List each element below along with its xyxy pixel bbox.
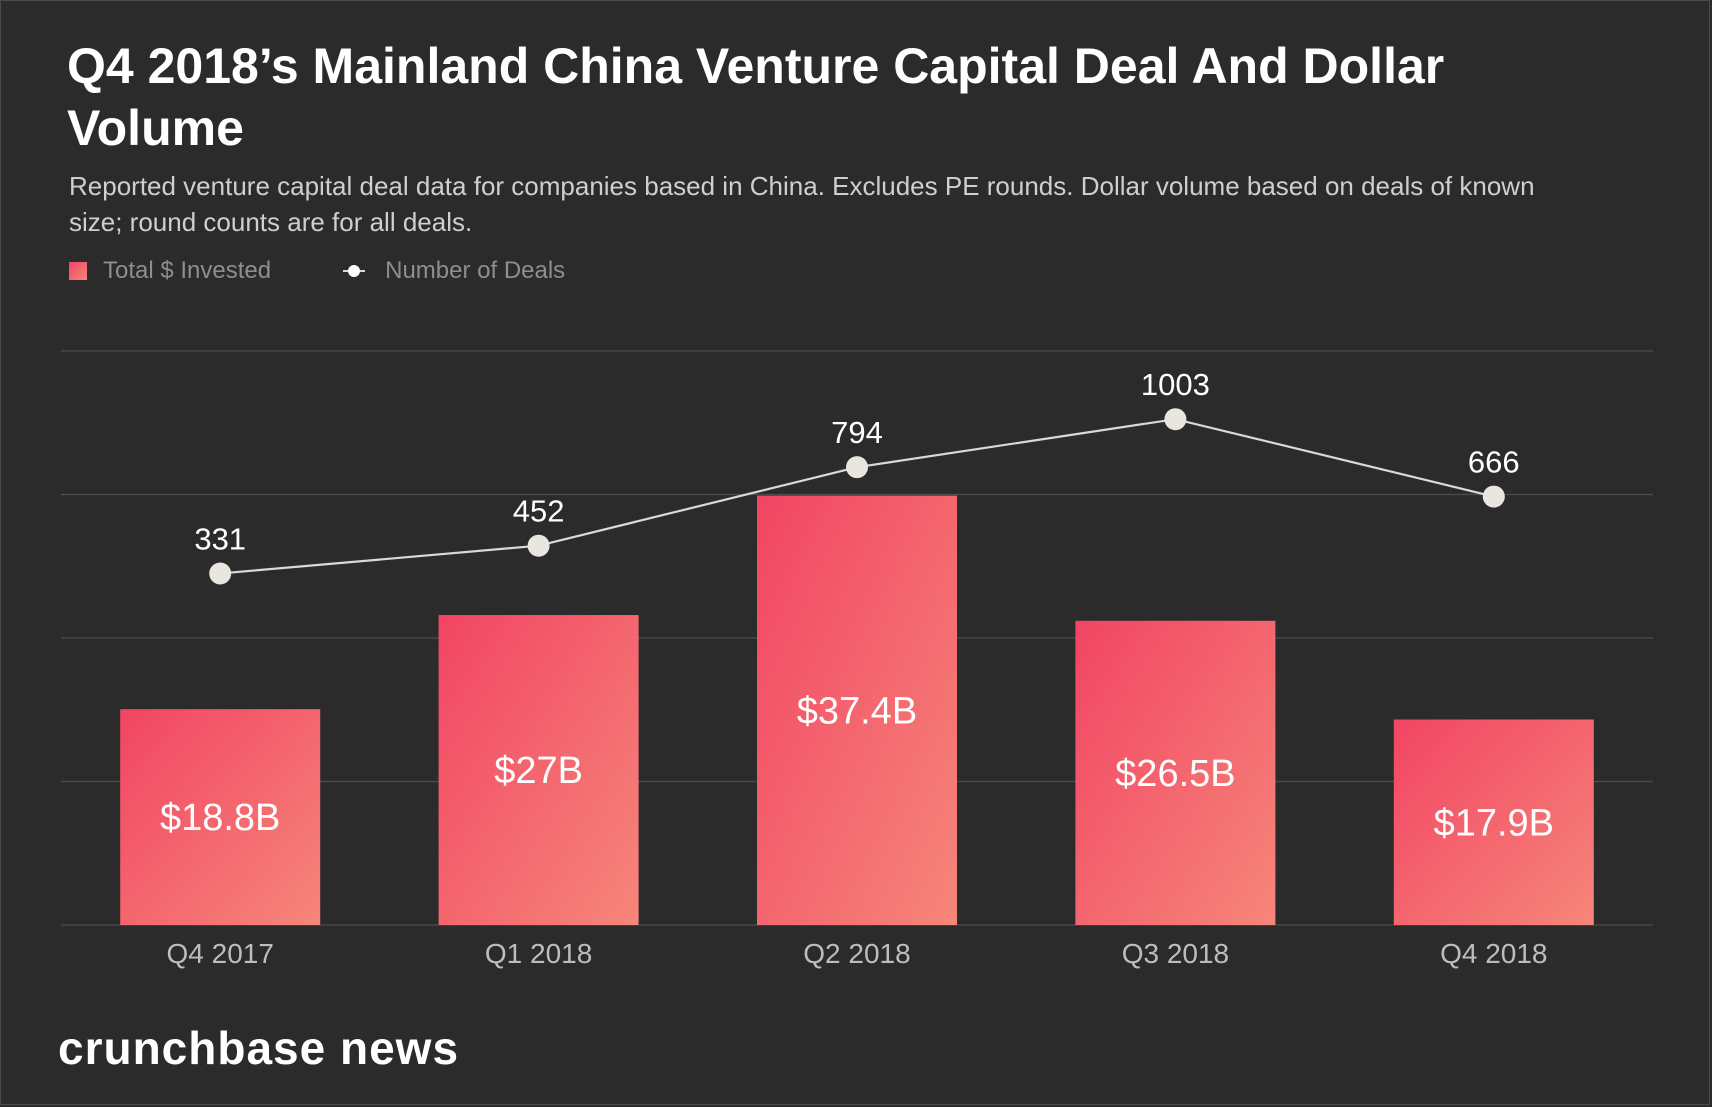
brand-logo: crunchbase news	[58, 1022, 460, 1074]
legend: Total $ Invested Number of Deals	[69, 257, 637, 285]
bar-value-label: $26.5B	[1115, 753, 1235, 795]
x-tick-label: Q3 2018	[1122, 938, 1229, 969]
bar-value-label: $17.9B	[1434, 802, 1554, 844]
bar-value-label: $37.4B	[797, 690, 917, 732]
deals-marker	[1164, 408, 1187, 431]
deals-value-label: 452	[513, 494, 565, 529]
bar-q4-2018	[1393, 719, 1594, 925]
deals-marker	[527, 534, 550, 557]
x-tick-label: Q4 2017	[166, 938, 273, 969]
x-tick-label: Q4 2018	[1440, 938, 1547, 969]
legend-line-marker	[343, 265, 366, 277]
chart-title: Q4 2018’s Mainland China Venture Capital…	[67, 38, 1445, 156]
deals-marker	[1482, 485, 1505, 508]
combo-chart: $18.8B $27B $37.4B $26.5B $17.9B 331 452 794 100…	[61, 350, 1653, 969]
deals-value-label: 666	[1468, 445, 1520, 480]
deals-value-label: 331	[194, 521, 246, 556]
bar-q4-2017	[120, 709, 321, 925]
legend-label-total-invested: Total $ Invested	[103, 257, 272, 284]
deals-value-label: 1003	[1141, 367, 1210, 402]
bar-q3-2018	[1075, 620, 1276, 925]
chart-subtitle: Reported venture capital deal data for c…	[69, 171, 1535, 237]
legend-swatch-bar	[69, 262, 87, 280]
deals-value-label: 794	[831, 415, 883, 450]
x-tick-label: Q2 2018	[803, 938, 910, 969]
legend-item-total-invested: Total $ Invested	[69, 257, 271, 285]
legend-item-number-of-deals: Number of Deals	[343, 257, 565, 285]
legend-label-number-of-deals: Number of Deals	[385, 257, 566, 284]
bar-value-label: $27B	[494, 750, 583, 792]
deals-marker	[209, 562, 232, 585]
deals-marker	[846, 456, 868, 479]
bar-q2-2018	[757, 495, 957, 925]
x-tick-label: Q1 2018	[485, 938, 592, 969]
bar-value-label: $18.8B	[160, 797, 280, 839]
bar-q1-2018	[438, 615, 639, 925]
